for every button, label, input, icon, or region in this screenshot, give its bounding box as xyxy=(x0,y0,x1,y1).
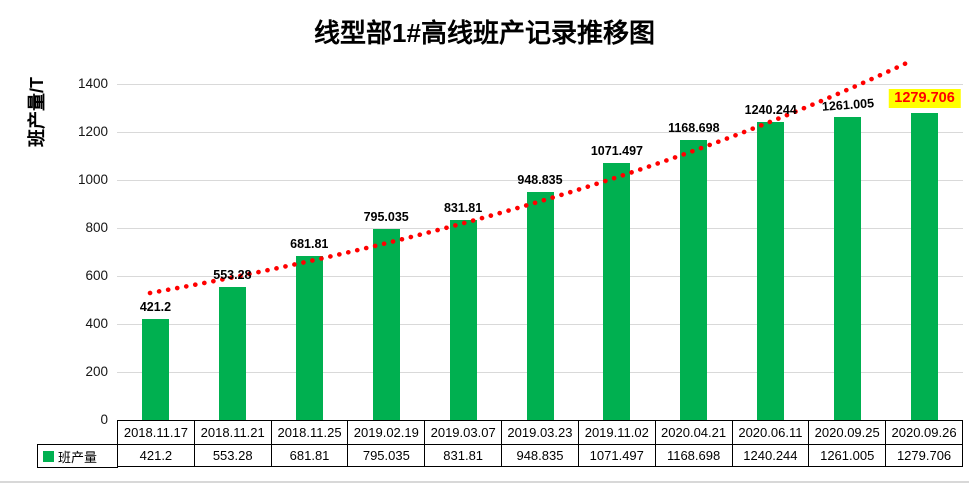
bar-2020.06.11 xyxy=(757,122,785,420)
table-value-cell: 553.28 xyxy=(193,444,272,467)
table-date-cell: 2020.04.21 xyxy=(654,420,733,445)
table-date-cell: 2018.11.17 xyxy=(117,420,195,445)
bar-value-label-2020.09.26: 1279.706 xyxy=(888,88,961,108)
bar-value-label-2018.11.21: 553.28 xyxy=(213,268,252,283)
bar-value-label-2020.09.25: 1261.005 xyxy=(821,96,875,115)
bar-value-label-2020.04.21: 1168.698 xyxy=(668,120,720,135)
bar-2018.11.21 xyxy=(218,287,246,420)
gridline-1400 xyxy=(117,84,963,85)
legend-label: 班产量 xyxy=(58,449,98,465)
y-tick-label-0: 0 xyxy=(100,412,108,427)
table-value-cell: 421.2 xyxy=(117,444,195,467)
table-value-cell: 1261.005 xyxy=(808,444,887,467)
table-value-cell: 795.035 xyxy=(347,444,426,467)
table-date-cell: 2019.02.19 xyxy=(347,420,426,445)
bar-value-label-2019.02.19: 795.035 xyxy=(363,210,409,225)
bar-2020.09.26 xyxy=(911,112,939,420)
data-table-date-row: 2018.11.17 2018.11.21 2018.11.25 2019.02.19… xyxy=(117,420,963,445)
bar-value-label-2018.11.25: 681.81 xyxy=(290,237,329,252)
data-table-value-row: 421.2 553.28 681.81 795.035 831.81 948.835 107… xyxy=(117,444,963,467)
bar-2019.02.19 xyxy=(372,229,400,420)
table-date-cell: 2018.11.21 xyxy=(193,420,272,445)
y-tick-label-1200: 1200 xyxy=(77,124,108,139)
y-tick-label-400: 400 xyxy=(85,316,108,331)
table-value-cell: 681.81 xyxy=(270,444,349,467)
table-value-cell: 1071.497 xyxy=(577,444,656,467)
table-date-cell: 2020.06.11 xyxy=(731,420,810,445)
legend-cell: 班产量 xyxy=(37,444,118,468)
y-tick-label-200: 200 xyxy=(85,364,108,379)
table-value-cell: 948.835 xyxy=(501,444,579,467)
y-tick-label-1400: 1400 xyxy=(77,76,108,91)
bar-2019.11.02 xyxy=(603,162,631,420)
table-date-cell: 2020.09.25 xyxy=(808,420,887,445)
bar-value-label-2019.03.07: 831.81 xyxy=(443,201,483,216)
legend-color-swatch xyxy=(43,450,54,462)
bar-value-label-2019.11.02: 1071.497 xyxy=(590,143,643,158)
table-date-cell: 2019.03.07 xyxy=(424,420,503,445)
bar-2018.11.25 xyxy=(295,256,323,420)
y-tick-label-1000: 1000 xyxy=(77,172,108,187)
data-table: 2018.11.17 2018.11.21 2018.11.25 2019.02.19… xyxy=(117,420,963,467)
bar-value-label-2018.11.17: 421.2 xyxy=(139,299,172,314)
y-tick-label-800: 800 xyxy=(85,220,108,235)
table-value-cell: 1168.698 xyxy=(654,444,733,467)
bar-2018.11.17 xyxy=(141,318,169,420)
table-value-cell: 1279.706 xyxy=(885,444,963,467)
bar-value-label-2019.03.23: 948.835 xyxy=(517,173,563,188)
table-date-cell: 2019.03.23 xyxy=(501,420,579,445)
y-axis-title: 班产量/T xyxy=(27,77,47,147)
table-date-cell: 2019.11.02 xyxy=(577,420,656,445)
bar-2020.09.25 xyxy=(834,117,862,420)
chart-title: 线型部1#高线班产记录推移图 xyxy=(314,18,655,48)
table-value-cell: 831.81 xyxy=(424,444,503,467)
table-date-cell: 2020.09.26 xyxy=(885,420,963,445)
y-tick-label-600: 600 xyxy=(85,268,108,283)
bar-value-label-2020.06.11: 1240.244 xyxy=(744,103,797,118)
bar-2019.03.07 xyxy=(449,220,477,420)
table-value-cell: 1240.244 xyxy=(731,444,810,467)
table-date-cell: 2018.11.25 xyxy=(270,420,349,445)
bar-2020.04.21 xyxy=(680,139,708,420)
bottom-window-edge xyxy=(0,481,969,483)
bar-2019.03.23 xyxy=(526,192,554,420)
